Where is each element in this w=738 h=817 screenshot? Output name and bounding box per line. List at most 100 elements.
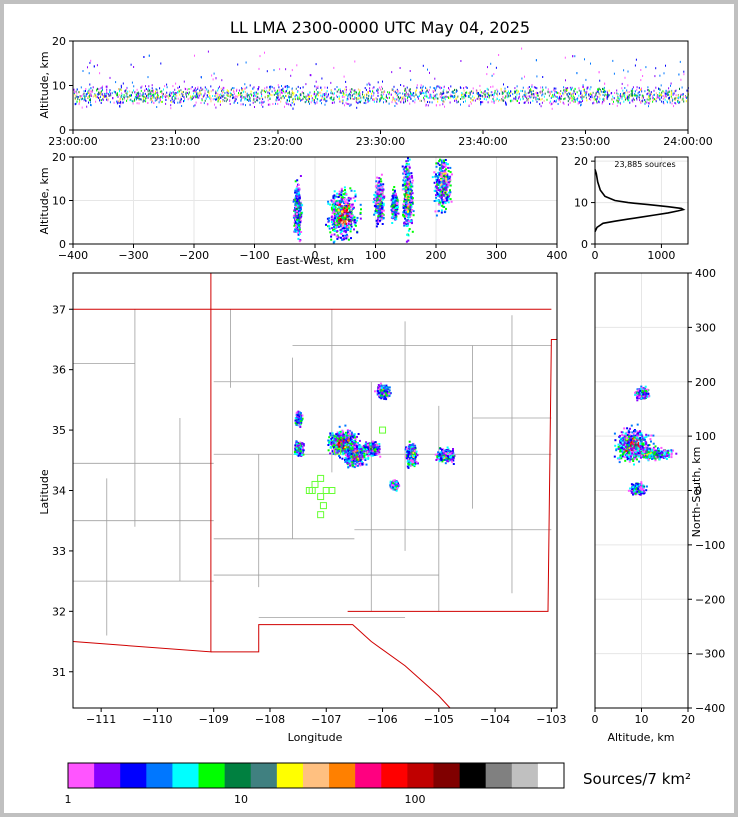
- altitude-time-source: [376, 98, 378, 101]
- altitude-time-source: [662, 101, 664, 104]
- altitude-time-source: [237, 94, 239, 97]
- altitude-time-source: [91, 90, 93, 93]
- altitude-eastwest-source: [439, 158, 441, 161]
- altitude-time-source: [286, 101, 288, 104]
- altitude-eastwest-source: [336, 192, 339, 195]
- altitude-time-source: [367, 91, 369, 93]
- altitude-time-source: [300, 94, 302, 97]
- altitude-time-source: [385, 94, 387, 97]
- altitude-time-source: [257, 96, 259, 99]
- altitude-eastwest-source: [407, 201, 409, 204]
- altitude-time-source: [517, 90, 519, 93]
- altitude-time-source: [463, 89, 465, 92]
- altitude-time-source: [623, 100, 625, 103]
- altitude-eastwest-source: [332, 223, 335, 226]
- altitude-eastwest-source: [294, 211, 297, 214]
- altitude-time-source: [378, 86, 380, 89]
- altitude-time-source: [95, 96, 97, 99]
- altitude-eastwest-source: [393, 206, 396, 209]
- altitude-time-source: [487, 88, 489, 91]
- altitude-time-source: [311, 99, 313, 102]
- altitude-time-source: [261, 103, 263, 106]
- altitude-time-source: [282, 89, 284, 92]
- altitude-time-source: [569, 101, 571, 104]
- altitude-time-source: [102, 99, 104, 101]
- altitude-time-source: [336, 86, 338, 88]
- altitude-eastwest-source: [356, 219, 358, 222]
- altitude-time-source: [297, 90, 299, 93]
- altitude-time-source: [299, 87, 301, 90]
- altitude-time-source: [83, 95, 85, 98]
- altitude-time-source: [351, 88, 353, 91]
- altitude-time-source: [269, 103, 271, 106]
- altitude-time-source: [414, 98, 416, 101]
- altitude-time-source: [227, 92, 229, 95]
- altitude-time-source: [302, 97, 304, 100]
- altitude-time-source: [683, 100, 685, 103]
- altitude-time-source: [627, 96, 628, 99]
- altitude-time-source: [213, 72, 215, 75]
- altitude-eastwest-source: [402, 205, 405, 208]
- altitude-time-source: [263, 100, 265, 103]
- altitude-time-source: [122, 82, 124, 85]
- altitude-time-source: [224, 100, 226, 102]
- altitude-time-source: [299, 97, 301, 100]
- altitude-eastwest-source: [375, 225, 378, 228]
- altitude-time-source: [402, 92, 404, 95]
- altitude-time-source: [345, 101, 347, 104]
- altitude-time-source: [87, 66, 88, 69]
- altitude-time-source: [542, 88, 544, 91]
- altitude-time-source: [631, 99, 633, 102]
- altitude-eastwest-source: [339, 229, 342, 232]
- altitude-eastwest-source: [408, 220, 410, 223]
- altitude-eastwest-source: [408, 172, 411, 175]
- altitude-time-source: [589, 88, 591, 91]
- altitude-time-source: [203, 102, 205, 105]
- altitude-time-source: [633, 94, 635, 97]
- altitude-time-source: [390, 93, 392, 96]
- altitude-time-source: [336, 96, 338, 98]
- altitude-time-source: [457, 100, 459, 103]
- altitude-time-source: [677, 99, 679, 102]
- altitude-eastwest-source: [354, 221, 357, 224]
- altitude-time-source: [391, 101, 393, 104]
- altitude-time-source: [198, 96, 200, 99]
- altitude-eastwest-source: [404, 217, 407, 220]
- altitude-time-source: [599, 88, 601, 91]
- altitude-time-source: [604, 82, 606, 85]
- altitude-time-source: [526, 99, 528, 102]
- altitude-time-source: [324, 94, 326, 97]
- altitude-eastwest-source: [437, 203, 440, 206]
- altitude-time-source: [505, 90, 507, 93]
- altitude-time-source: [275, 102, 276, 105]
- altitude-eastwest-source: [406, 190, 408, 193]
- altitude-time-source: [191, 97, 193, 100]
- altitude-eastwest-source: [300, 208, 302, 211]
- altitude-eastwest-source: [381, 213, 384, 215]
- altitude-time-source: [531, 95, 533, 98]
- altitude-time-source: [536, 94, 538, 97]
- altitude-time-source: [446, 90, 448, 93]
- altitude-eastwest-source: [296, 229, 299, 232]
- altitude-eastwest-xtick-label: 100: [365, 249, 386, 262]
- altitude-eastwest-source: [296, 185, 299, 188]
- altitude-eastwest-source: [325, 223, 327, 226]
- altitude-time-source: [412, 92, 414, 95]
- altitude-time-source: [360, 99, 362, 102]
- altitude-time-source: [631, 91, 633, 94]
- altitude-eastwest-source: [376, 182, 379, 185]
- altitude-eastwest-source: [381, 191, 384, 194]
- altitude-time-source: [392, 98, 394, 101]
- altitude-eastwest-source: [448, 179, 451, 181]
- altitude-time-source: [383, 101, 384, 104]
- altitude-time-source: [441, 92, 443, 95]
- altitude-time-source: [253, 86, 255, 89]
- altitude-eastwest-source: [410, 212, 413, 215]
- altitude-time-source: [100, 90, 102, 93]
- altitude-time-source: [598, 100, 600, 103]
- altitude-time-source: [313, 90, 315, 93]
- altitude-time-source: [393, 85, 395, 88]
- altitude-time-source: [160, 96, 162, 98]
- altitude-time-source: [441, 99, 443, 102]
